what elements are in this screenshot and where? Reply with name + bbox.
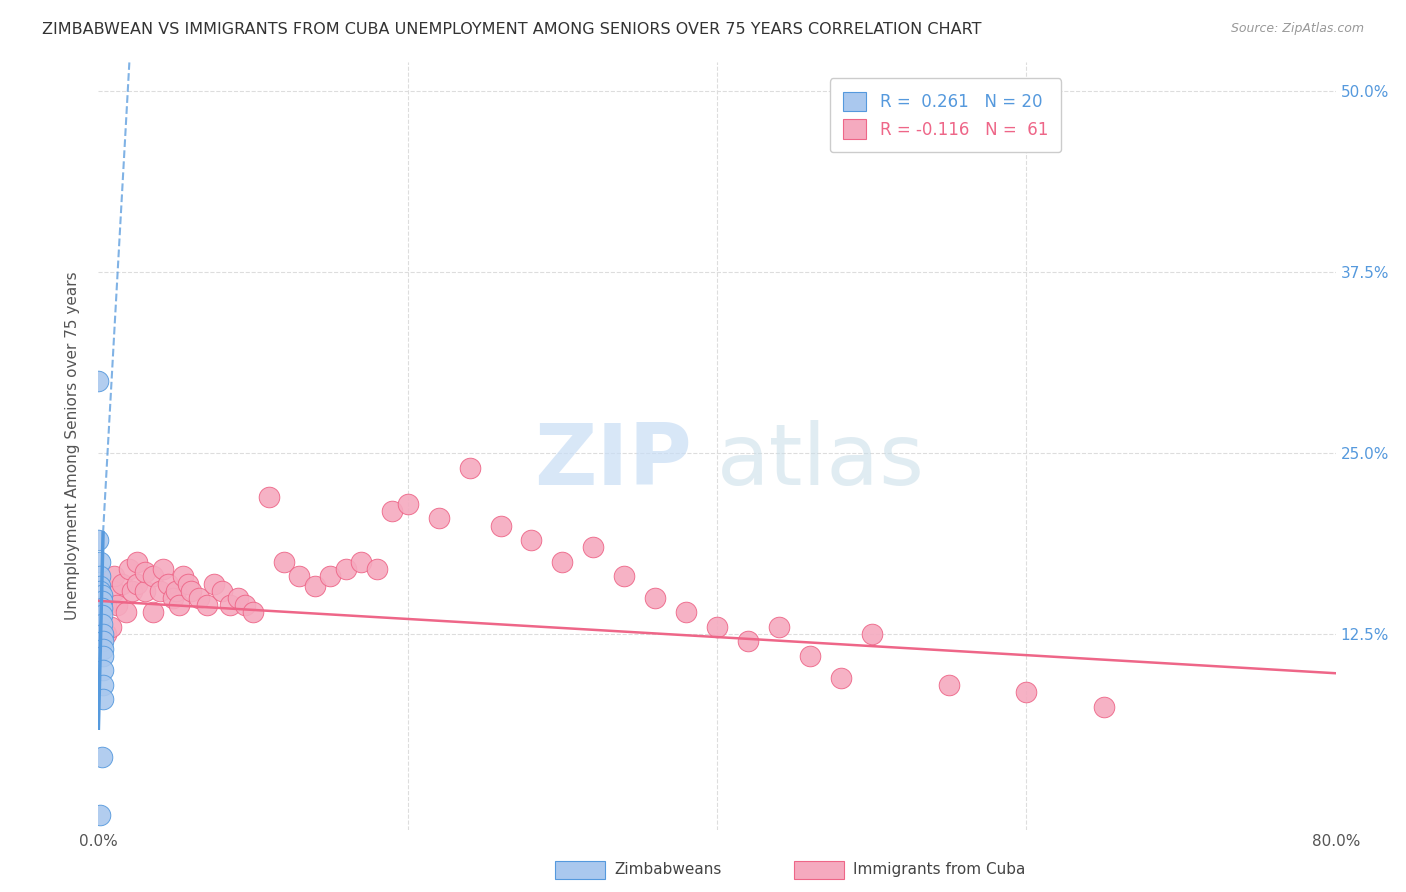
Point [799, 648, 821, 663]
Point [644, 591, 666, 605]
Text: atlas: atlas [717, 420, 925, 503]
Point [89, 583, 111, 598]
Point [288, 569, 311, 583]
Point [273, 555, 295, 569]
Point [195, 598, 218, 612]
Point [177, 576, 200, 591]
Point [127, 576, 149, 591]
Point [180, 583, 202, 598]
Point [830, 671, 852, 685]
Point [87, 374, 110, 388]
Text: Immigrants from Cuba: Immigrants from Cuba [853, 863, 1026, 877]
Point [551, 555, 574, 569]
Point [427, 511, 450, 525]
Point [89, 555, 111, 569]
Point [172, 569, 194, 583]
Point [242, 606, 264, 620]
Point [860, 627, 883, 641]
Point [188, 591, 211, 605]
Point [103, 583, 125, 598]
Point [157, 576, 180, 591]
Point [149, 583, 172, 598]
Point [91, 664, 114, 678]
Point [211, 583, 233, 598]
Point [96, 598, 118, 612]
Point [96, 627, 118, 641]
Point [152, 562, 174, 576]
Text: Source: ZipAtlas.com: Source: ZipAtlas.com [1230, 22, 1364, 36]
Point [167, 598, 190, 612]
Point [613, 569, 636, 583]
Point [90, 608, 112, 623]
Point [103, 569, 125, 583]
Point [91, 634, 114, 648]
Point [1015, 685, 1038, 699]
Point [319, 569, 342, 583]
Point [141, 606, 165, 620]
Point [304, 579, 326, 593]
Point [91, 678, 114, 692]
Point [91, 692, 114, 706]
Point [335, 562, 357, 576]
Point [134, 565, 156, 579]
Point [768, 620, 790, 634]
Legend: R =  0.261   N = 20, R = -0.116   N =  61: R = 0.261 N = 20, R = -0.116 N = 61 [830, 78, 1062, 152]
Point [204, 576, 226, 591]
Point [91, 648, 114, 663]
Point [520, 533, 543, 547]
Point [458, 460, 481, 475]
Point [737, 634, 759, 648]
Point [257, 490, 280, 504]
Point [675, 606, 697, 620]
Point [938, 678, 960, 692]
Point [90, 601, 112, 615]
Point [90, 588, 112, 602]
Point [91, 627, 114, 641]
Point [381, 504, 404, 518]
Point [233, 598, 257, 612]
Point [165, 583, 187, 598]
Point [141, 569, 165, 583]
Point [350, 555, 373, 569]
Point [105, 598, 128, 612]
Point [115, 606, 138, 620]
Y-axis label: Unemployment Among Seniors over 75 years: Unemployment Among Seniors over 75 years [65, 272, 80, 620]
Point [219, 598, 242, 612]
Point [100, 620, 122, 634]
Point [118, 562, 141, 576]
Point [582, 541, 605, 555]
Point [90, 750, 112, 764]
Point [89, 579, 111, 593]
Point [134, 583, 156, 598]
Point [91, 641, 114, 656]
Point [396, 497, 419, 511]
Point [90, 617, 112, 632]
Point [706, 620, 728, 634]
Point [226, 591, 249, 605]
Point [489, 518, 512, 533]
Point [90, 594, 112, 608]
Text: ZIMBABWEAN VS IMMIGRANTS FROM CUBA UNEMPLOYMENT AMONG SENIORS OVER 75 YEARS CORR: ZIMBABWEAN VS IMMIGRANTS FROM CUBA UNEMP… [42, 22, 981, 37]
Point [366, 562, 388, 576]
Point [89, 569, 111, 583]
Text: ZIP: ZIP [534, 420, 692, 503]
Point [87, 533, 110, 547]
Point [111, 576, 132, 591]
Point [121, 583, 143, 598]
Point [1092, 699, 1115, 714]
Point [89, 808, 111, 822]
Point [162, 591, 184, 605]
Text: Zimbabweans: Zimbabweans [614, 863, 721, 877]
Point [127, 555, 149, 569]
